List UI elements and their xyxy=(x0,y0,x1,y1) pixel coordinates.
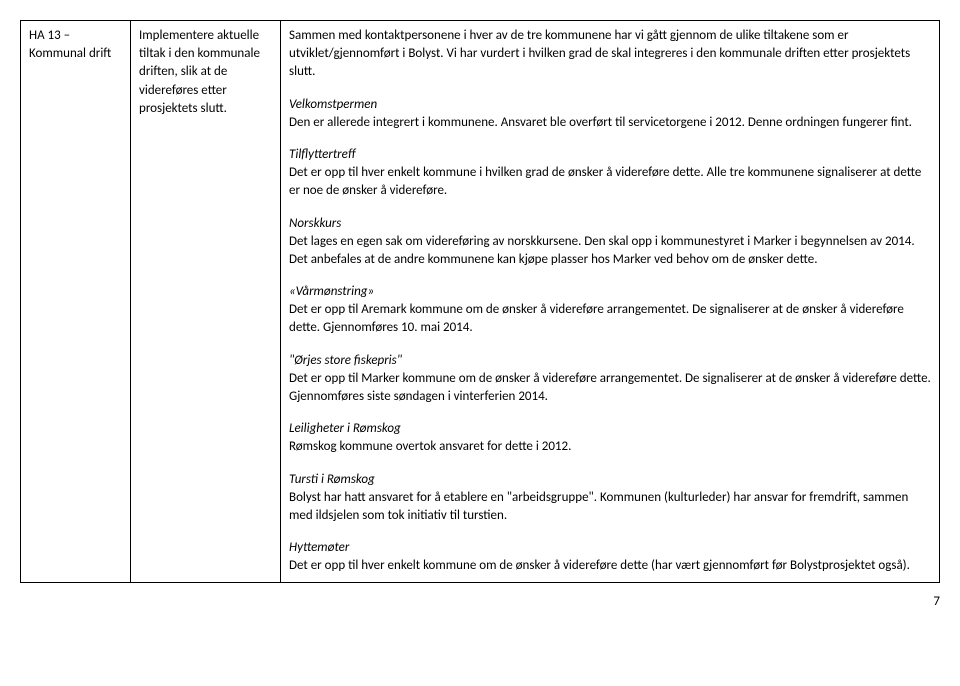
section-title: Norskkurs xyxy=(289,216,341,231)
cell-description: Sammen med kontaktpersonene i hver av de… xyxy=(281,21,940,583)
section-body: Rømskog kommune overtok ansvaret for det… xyxy=(289,439,571,454)
section-body: Den er allerede integrert i kommunene. A… xyxy=(289,115,912,130)
content-table: HA 13 – Kommunal drift Implementere aktu… xyxy=(20,20,940,583)
section-title: Tursti i Rømskog xyxy=(289,472,375,487)
row-id: HA 13 – Kommunal drift xyxy=(29,28,111,61)
section-body: Bolyst har hatt ansvaret for å etablere … xyxy=(289,490,908,523)
section-body: Det er opp til hver enkelt kommune om de… xyxy=(289,558,910,573)
row-action: Implementere aktuelle tiltak i den kommu… xyxy=(139,28,260,116)
table-row: HA 13 – Kommunal drift Implementere aktu… xyxy=(21,21,940,583)
section: "Ørjes store fiskepris" Det er opp til M… xyxy=(289,352,931,407)
section-title: Leiligheter i Rømskog xyxy=(289,421,401,436)
section: Tursti i Rømskog Bolyst har hatt ansvare… xyxy=(289,471,931,526)
intro-paragraph: Sammen med kontaktpersonene i hver av de… xyxy=(289,27,931,82)
section-body: Det er opp til hver enkelt kommune i hvi… xyxy=(289,165,921,198)
section-body: Det er opp til Aremark kommune om de øns… xyxy=(289,302,904,335)
section-body: Det lages en egen sak om videreføring av… xyxy=(289,234,915,267)
section-title: Hyttemøter xyxy=(289,540,349,555)
page-number: 7 xyxy=(20,593,940,611)
section: Norskkurs Det lages en egen sak om vider… xyxy=(289,215,931,270)
section-title: «Vårmønstring» xyxy=(289,284,374,299)
document-page: HA 13 – Kommunal drift Implementere aktu… xyxy=(20,20,940,611)
section: Hyttemøter Det er opp til hver enkelt ko… xyxy=(289,539,931,575)
section-title: Tilflyttertreff xyxy=(289,147,355,162)
section: Velkomstpermen Den er allerede integrert… xyxy=(289,96,931,132)
section-body: Det er opp til Marker kommune om de ønsk… xyxy=(289,371,931,404)
section: Leiligheter i Rømskog Rømskog kommune ov… xyxy=(289,420,931,456)
section: «Vårmønstring» Det er opp til Aremark ko… xyxy=(289,283,931,338)
cell-id: HA 13 – Kommunal drift xyxy=(21,21,131,583)
section-title: Velkomstpermen xyxy=(289,97,377,112)
section: Tilflyttertreff Det er opp til hver enke… xyxy=(289,146,931,201)
cell-action: Implementere aktuelle tiltak i den kommu… xyxy=(131,21,281,583)
section-title: "Ørjes store fiskepris" xyxy=(289,353,402,368)
